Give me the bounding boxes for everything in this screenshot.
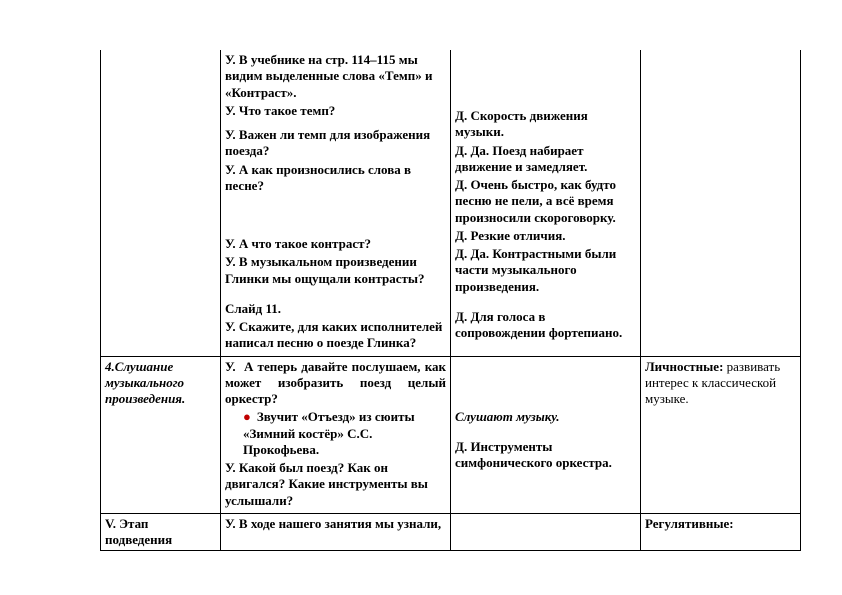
- student-cell: Д. Скорость движения музыки. Д. Да. Поез…: [451, 50, 641, 356]
- student-line: Д. Инструменты симфонического оркестра.: [455, 439, 636, 472]
- student-line: Д. Очень быстро, как будто песню не пели…: [455, 177, 636, 226]
- stage-label: V. Этап подведения: [105, 516, 172, 547]
- stage-label: 4.Слушание музыкального произведения.: [105, 359, 185, 406]
- uud-text: Личностные: развивать интерес к классиче…: [645, 359, 796, 408]
- teacher-line: У. Скажите, для каких исполнителей напис…: [225, 319, 446, 352]
- uud-cell: Личностные: развивать интерес к классиче…: [641, 356, 801, 513]
- slide-label: Слайд 11.: [225, 301, 446, 317]
- stage-cell: V. Этап подведения: [101, 513, 221, 550]
- teacher-cell: У. В ходе нашего занятия мы узнали,: [221, 513, 451, 550]
- student-line: Слушают музыку.: [455, 409, 636, 425]
- table-row: У. В учебнике на стр. 114–115 мы видим в…: [101, 50, 801, 356]
- teacher-line: У. Какой был поезд? Как он двигался? Как…: [225, 460, 446, 509]
- table-row: V. Этап подведения У. В ходе нашего заня…: [101, 513, 801, 550]
- teacher-line: У. В музыкальном произведении Глинки мы …: [225, 254, 446, 287]
- teacher-line: У. А как произносились слова в песне?: [225, 162, 446, 195]
- teacher-cell: У. В учебнике на стр. 114–115 мы видим в…: [221, 50, 451, 356]
- music-bullet-list: Звучит «Отъезд» из сюиты «Зимний костёр»…: [243, 409, 446, 458]
- lesson-plan-table: У. В учебнике на стр. 114–115 мы видим в…: [100, 50, 801, 551]
- student-line: Д. Резкие отличия.: [455, 228, 636, 244]
- music-bullet: Звучит «Отъезд» из сюиты «Зимний костёр»…: [243, 409, 446, 458]
- teacher-line: У. Важен ли темп для изображения поезда?: [225, 127, 446, 160]
- stage-cell: 4.Слушание музыкального произведения.: [101, 356, 221, 513]
- stage-cell: [101, 50, 221, 356]
- page: У. В учебнике на стр. 114–115 мы видим в…: [0, 0, 842, 595]
- uud-cell: [641, 50, 801, 356]
- student-cell: [451, 513, 641, 550]
- uud-text: Регулятивные:: [645, 516, 734, 531]
- student-line: Д. Для голоса в сопровождении фортепиано…: [455, 309, 636, 342]
- teacher-line: У. А что такое контраст?: [225, 236, 446, 252]
- teacher-line: У. В учебнике на стр. 114–115 мы видим в…: [225, 52, 446, 101]
- student-cell: Слушают музыку. Д. Инструменты симфониче…: [451, 356, 641, 513]
- teacher-line: У. В ходе нашего занятия мы узнали,: [225, 516, 441, 531]
- student-line: Д. Да. Поезд набирает движение и замедля…: [455, 143, 636, 176]
- student-line: Д. Скорость движения музыки.: [455, 108, 636, 141]
- teacher-line: У. Что такое темп?: [225, 103, 446, 119]
- uud-cell: Регулятивные:: [641, 513, 801, 550]
- table-row: 4.Слушание музыкального произведения. У.…: [101, 356, 801, 513]
- student-line: Д. Да. Контрастными были части музыкальн…: [455, 246, 636, 295]
- teacher-cell: У. А теперь давайте послушаем, как может…: [221, 356, 451, 513]
- teacher-line: У. А теперь давайте послушаем, как может…: [225, 359, 446, 408]
